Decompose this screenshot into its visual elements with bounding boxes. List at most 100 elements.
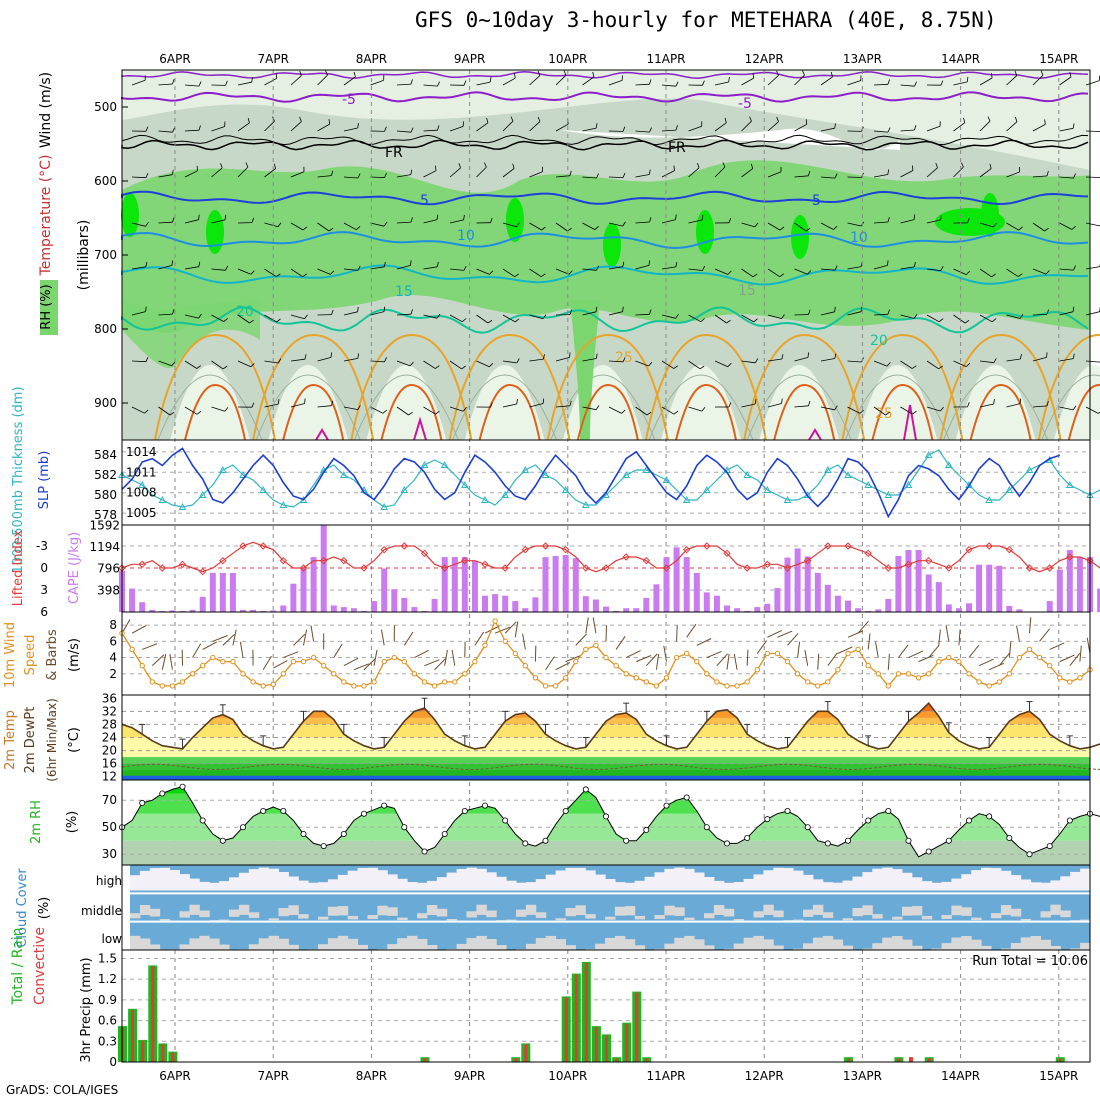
wind-barb xyxy=(953,360,967,367)
wind-barb-flag xyxy=(537,116,541,122)
thickness-point xyxy=(823,465,832,473)
wind-barb-flag xyxy=(648,260,650,266)
rh2m-point xyxy=(1046,843,1053,850)
wind-barb xyxy=(370,266,385,270)
cloud-high xyxy=(308,882,319,891)
cape-bar xyxy=(310,557,317,612)
isotherm-25 xyxy=(252,333,375,441)
precip-conv-bar xyxy=(131,1009,135,1062)
wind-barb-flag xyxy=(304,314,308,320)
wind-barb xyxy=(1032,268,1047,275)
isotherm-freezing-2 xyxy=(121,134,1089,146)
wind-barb-flag xyxy=(1073,265,1076,271)
wind-barb xyxy=(370,406,384,414)
wind-barb-flag xyxy=(302,226,308,231)
wind-barb-flag xyxy=(541,226,546,231)
cloud-high xyxy=(545,874,557,891)
cloud-middle xyxy=(793,919,804,921)
cloud-high xyxy=(288,876,299,891)
temp-band xyxy=(122,703,1090,712)
cloud-high xyxy=(248,869,260,891)
wind-barb xyxy=(423,266,438,270)
thickness-point xyxy=(924,450,933,458)
wind10-point xyxy=(714,679,720,685)
cape-bar xyxy=(209,572,216,612)
wind10-barb xyxy=(514,621,519,638)
wind-barb xyxy=(131,406,145,414)
cape-bar xyxy=(250,609,257,612)
rh-upper-light xyxy=(122,70,1090,170)
wind-barb-flag xyxy=(382,409,387,414)
temp-band xyxy=(122,737,1090,751)
upper-wind-barbs xyxy=(131,70,1100,416)
rh2m-point xyxy=(502,817,509,824)
cloud-low xyxy=(585,948,596,950)
wind10-point xyxy=(1006,671,1012,677)
rh-moist-lobe xyxy=(122,300,260,369)
ylabel-rh-units: (%) xyxy=(65,811,80,834)
wind10-barb xyxy=(494,626,511,634)
wind-barb-flag xyxy=(487,319,493,324)
li-point xyxy=(360,564,368,572)
wind-barb xyxy=(1032,222,1045,232)
wind-barb xyxy=(1085,176,1100,178)
wind-barb xyxy=(873,221,889,224)
wind-barb xyxy=(184,219,199,224)
cloud-middle xyxy=(298,914,309,919)
isotherm-minus5 xyxy=(121,91,1089,103)
wind10-point xyxy=(784,658,791,665)
wind-barb xyxy=(873,406,886,416)
wind-barb-flag xyxy=(171,169,174,175)
wind-barb xyxy=(502,222,517,228)
wind-barb-flag xyxy=(940,80,944,86)
wind-barb-flag xyxy=(726,319,731,324)
wind10-barb xyxy=(676,625,678,642)
wind-barb xyxy=(741,168,753,178)
wind-barb xyxy=(635,221,650,224)
ylabel-2m-rh: 2m RH xyxy=(29,800,44,844)
cloud-middle xyxy=(941,915,952,919)
wind-barb xyxy=(926,314,940,323)
cloud-low xyxy=(130,935,141,950)
thickness-point xyxy=(1005,485,1014,493)
cape-bar xyxy=(663,557,670,612)
wind-barb-flag xyxy=(435,165,437,171)
wind10-point xyxy=(643,679,649,685)
wind-barb xyxy=(1059,358,1074,362)
cloud-low xyxy=(981,945,992,950)
wind-barb-flag xyxy=(357,123,359,129)
thickness-point xyxy=(420,460,429,468)
wind-barb-flag xyxy=(887,127,891,133)
ylabel-wind: Wind (m/s) xyxy=(38,72,54,148)
wind-barb xyxy=(131,311,146,316)
wind-barb-flag xyxy=(776,70,779,76)
wind-barb xyxy=(926,268,941,271)
wind-barb-flag xyxy=(1017,273,1023,277)
wind-barb-flag xyxy=(622,261,625,267)
wind-barb xyxy=(555,74,567,86)
cloud-low xyxy=(931,948,942,950)
wind-barb xyxy=(290,171,305,178)
thickness-point xyxy=(763,485,772,493)
wind-barb xyxy=(582,406,597,411)
wind-barb-flag xyxy=(776,116,779,122)
cloud-low xyxy=(803,943,814,950)
cloud-high xyxy=(506,880,517,891)
wind-barb xyxy=(343,268,358,271)
wind-barb xyxy=(423,129,438,132)
cape-bar xyxy=(814,572,821,612)
li-point xyxy=(400,542,409,550)
isotherm-25 xyxy=(350,333,473,441)
wind10-barb xyxy=(310,625,315,642)
cloud-high xyxy=(476,868,487,891)
wind-barb-flag xyxy=(596,265,600,271)
wind10-point xyxy=(270,681,276,687)
cloud-middle xyxy=(704,913,715,919)
li-point xyxy=(1025,564,1034,572)
wind10-barb xyxy=(239,641,244,658)
wind10-point xyxy=(684,650,690,657)
wind-barb xyxy=(979,268,992,278)
ylabel-2m-dewpt: 2m DewPt xyxy=(23,707,38,774)
thickness-point xyxy=(481,495,489,503)
wind-barb xyxy=(979,120,991,132)
